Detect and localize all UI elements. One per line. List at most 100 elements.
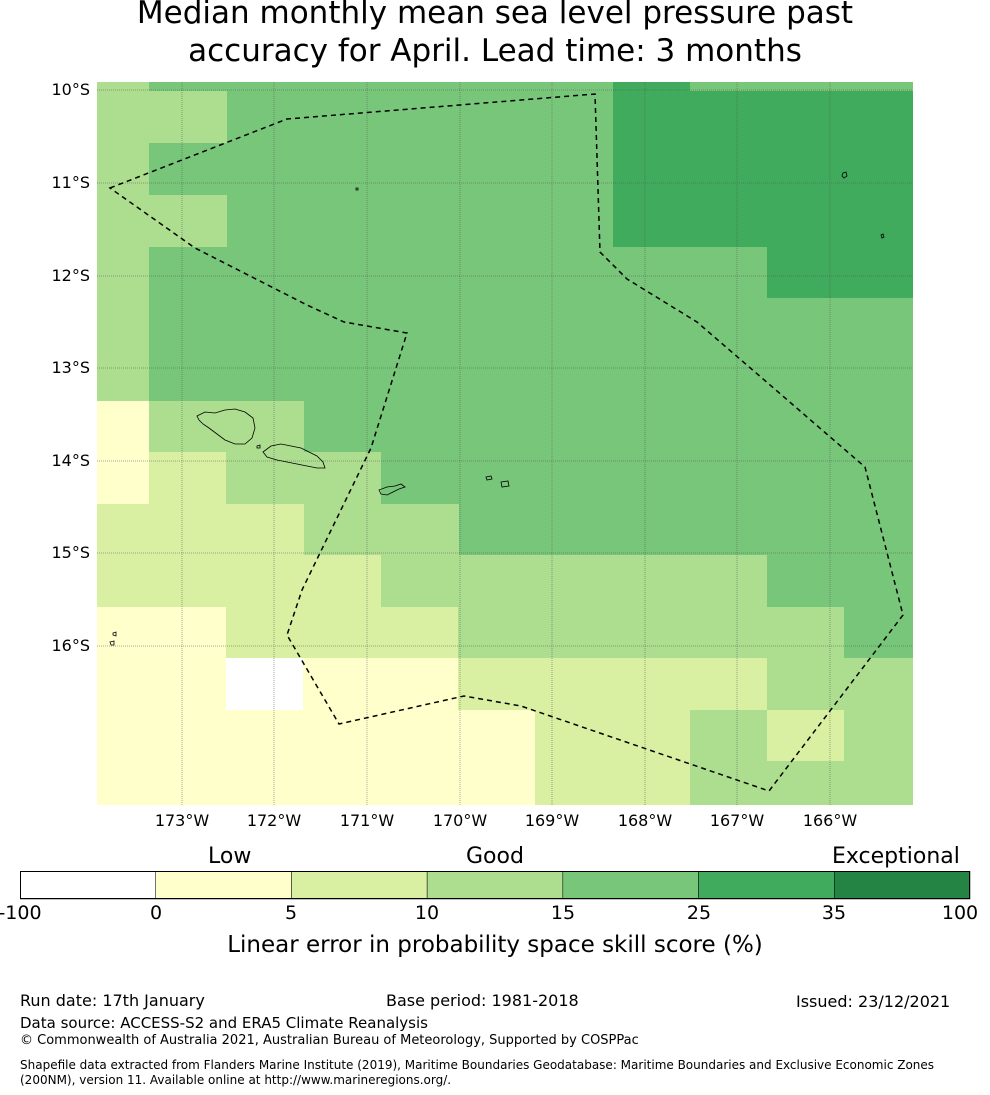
skill-cell [97, 710, 535, 805]
skill-cell [97, 658, 226, 710]
lon-label: 166°W [802, 811, 858, 830]
lon-label: 168°W [617, 811, 673, 830]
colorbar-tick: 15 [550, 902, 576, 924]
lon-label: 172°W [246, 811, 302, 830]
colorbar-segment [426, 871, 564, 900]
tokelau-atoll-2 [880, 233, 885, 239]
colorbar-border [20, 871, 970, 899]
skill-cell [535, 710, 690, 805]
skill-cell [149, 298, 913, 401]
skill-cell [381, 555, 767, 607]
title-line-2: accuracy for April. Lead time: 3 months [188, 33, 802, 69]
skill-cell [844, 607, 913, 658]
copyright-notice: © Commonwealth of Australia 2021, Austra… [20, 1033, 639, 1048]
colorbar-tick: 5 [284, 902, 298, 924]
skill-cell [97, 143, 149, 195]
skill-cell [97, 401, 149, 452]
upolu-island [262, 443, 326, 469]
category-good: Good [466, 844, 524, 869]
skill-cell [97, 298, 149, 401]
lon-label: 169°W [524, 811, 580, 830]
skill-cell [767, 710, 844, 761]
skill-cell [613, 195, 913, 247]
shapefile-credit-2: (200NM), version 11. Available online at… [20, 1073, 452, 1087]
colorbar-segment [291, 871, 428, 900]
lat-label: 15°S [51, 543, 90, 562]
lon-label: 170°W [432, 811, 488, 830]
skill-cell [613, 143, 913, 195]
wallis-islet [109, 631, 117, 646]
colorbar [20, 871, 971, 900]
colorbar-segment [155, 871, 292, 900]
skill-cell [613, 91, 913, 143]
lat-label: 16°S [51, 636, 90, 655]
skill-cell [149, 82, 613, 91]
lat-label: 14°S [51, 451, 90, 470]
issued-date: Issued: 23/12/2021 [796, 992, 951, 1011]
skill-cell [304, 401, 913, 452]
tutuila-island [378, 483, 406, 496]
skill-cell [767, 761, 844, 805]
skill-cell [227, 195, 613, 247]
colorbar-label: Linear error in probability space skill … [227, 932, 763, 958]
skill-cell [303, 658, 458, 710]
lat-label: 13°S [51, 358, 90, 377]
ofu-island [485, 475, 493, 481]
skill-cell [97, 82, 149, 91]
skill-cell [227, 143, 613, 195]
skill-cell [767, 555, 913, 607]
lat-label: 10°S [51, 80, 90, 99]
skill-cell [613, 82, 690, 91]
manono-island [256, 444, 261, 449]
colorbar-tick: -100 [0, 902, 42, 924]
lon-label: 171°W [339, 811, 395, 830]
skill-cell [97, 195, 149, 247]
category-exceptional: Exceptional [832, 844, 960, 869]
skill-cell [458, 658, 767, 710]
category-low: Low [208, 844, 252, 869]
colorbar-tick: 0 [149, 902, 163, 924]
skill-cell [226, 452, 381, 504]
map-canvas [97, 82, 913, 805]
skill-cell [97, 504, 304, 555]
skill-cell [227, 91, 613, 143]
skill-grid-cells [97, 82, 913, 805]
colorbar-tick: 25 [686, 902, 712, 924]
lat-label: 12°S [51, 266, 90, 285]
lon-label: 167°W [709, 811, 765, 830]
savaii-island [196, 408, 256, 445]
map-title: Median monthly mean sea level pressure p… [0, 0, 990, 70]
skill-cell [97, 607, 226, 658]
colorbar-tick: 35 [821, 902, 847, 924]
skill-cell [97, 91, 227, 143]
skill-cell [767, 247, 913, 298]
skill-cell [226, 607, 458, 658]
title-line-1: Median monthly mean sea level pressure p… [136, 0, 854, 31]
colorbar-segment [698, 871, 835, 900]
colorbar-segment [834, 871, 971, 900]
skill-cell [381, 452, 913, 504]
swains-island [355, 187, 359, 191]
skill-cell [97, 555, 381, 607]
skill-score-map [97, 82, 913, 805]
skill-cell [226, 658, 303, 710]
map-gridlines [97, 82, 913, 805]
colorbar-segment [20, 871, 156, 900]
tau-island [500, 480, 510, 488]
skill-cell [844, 710, 913, 805]
colorbar-tick: 100 [941, 902, 979, 924]
lon-label: 173°W [154, 811, 210, 830]
run-date: Run date: 17th January [20, 991, 205, 1010]
skill-cell [690, 82, 913, 91]
skill-cell [149, 452, 226, 504]
base-period: Base period: 1981-2018 [386, 991, 579, 1010]
shapefile-credit-1: Shapefile data extracted from Flanders M… [20, 1058, 935, 1072]
skill-cell [459, 504, 913, 555]
tokelau-atoll-1 [841, 171, 848, 179]
skill-cell [767, 658, 913, 710]
skill-cell [149, 247, 767, 298]
skill-cell [690, 710, 767, 805]
skill-cell [458, 607, 844, 658]
skill-cell [304, 504, 459, 555]
skill-cell [149, 195, 227, 247]
